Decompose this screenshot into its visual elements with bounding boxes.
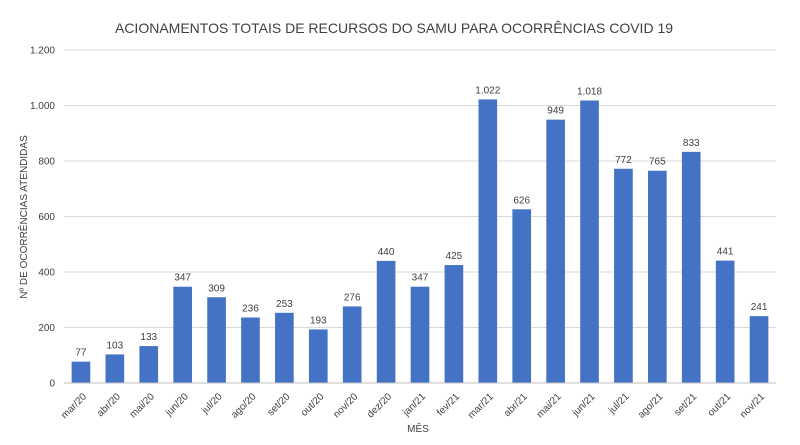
data-label: 626 — [513, 195, 530, 206]
data-label: 347 — [174, 273, 191, 284]
data-label: 309 — [208, 283, 225, 294]
data-label: 1.022 — [475, 85, 500, 96]
bar — [614, 168, 633, 383]
y-tick-label: 200 — [38, 323, 55, 334]
data-labels: 77 103 133 347 309 236 253 193 276 440 347 425 1.022… — [75, 85, 767, 358]
chart-title: ACIONAMENTOS TOTAIS DE RECURSOS DO SAMU … — [115, 20, 673, 36]
y-tick-label: 800 — [38, 157, 55, 168]
data-label: 949 — [547, 106, 564, 117]
bar — [410, 286, 430, 383]
y-tick-label: 1.200 — [30, 46, 55, 57]
bar — [512, 209, 532, 383]
bar — [308, 329, 328, 383]
bar — [478, 99, 498, 384]
data-label: 236 — [242, 304, 259, 315]
bar — [275, 312, 294, 383]
data-label: 772 — [615, 155, 632, 166]
bars — [71, 99, 769, 384]
bar — [139, 346, 159, 383]
x-axis-title: MÊS — [407, 422, 429, 435]
y-tick-label: 600 — [38, 212, 55, 223]
bar — [580, 100, 599, 383]
bar — [648, 170, 667, 383]
data-label: 77 — [75, 348, 87, 359]
data-label: 765 — [649, 157, 666, 168]
data-label: 833 — [683, 138, 700, 149]
y-tick-label: 0 — [49, 379, 55, 390]
bar — [715, 260, 735, 383]
data-label: 1.018 — [577, 87, 602, 98]
bar — [71, 361, 91, 383]
data-label: 441 — [717, 247, 734, 258]
bar — [681, 151, 701, 383]
bar — [444, 265, 464, 383]
data-label: 276 — [344, 292, 361, 303]
data-label: 133 — [140, 332, 157, 343]
data-label: 241 — [751, 302, 768, 313]
y-axis-ticks: 0 200 400 600 800 1.000 1.200 — [30, 46, 55, 390]
data-label: 347 — [412, 273, 429, 284]
bar — [376, 260, 396, 383]
bar — [241, 317, 260, 383]
bar — [207, 297, 226, 383]
bar — [342, 306, 362, 383]
y-axis-title: Nº DE OCORRÊNCIAS ATENDIDAS — [17, 135, 30, 299]
y-tick-label: 1.000 — [30, 101, 55, 112]
bar — [105, 354, 125, 383]
data-label: 193 — [310, 315, 327, 326]
bar — [173, 286, 192, 383]
y-tick-label: 400 — [38, 268, 55, 279]
bar — [546, 119, 565, 383]
bar — [749, 316, 769, 383]
data-label: 440 — [378, 247, 395, 258]
data-label: 253 — [276, 299, 293, 310]
data-label: 103 — [107, 340, 124, 351]
data-label: 425 — [446, 251, 463, 262]
